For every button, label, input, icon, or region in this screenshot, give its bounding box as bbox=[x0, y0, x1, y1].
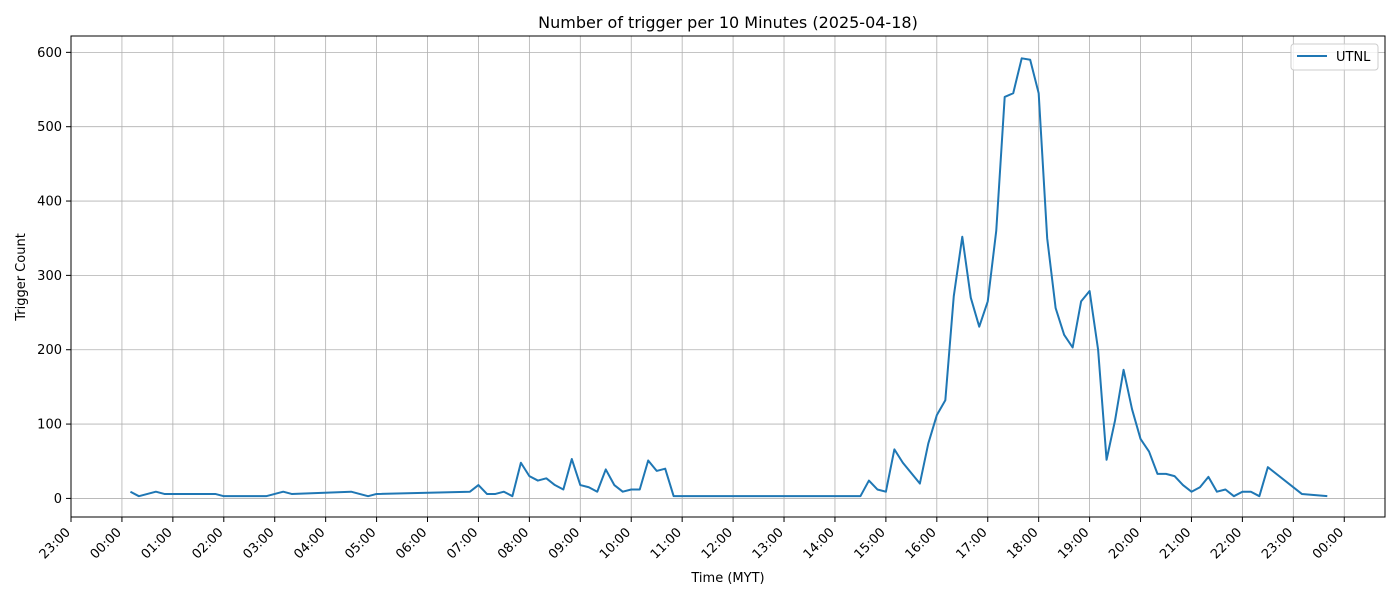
y-tick-label: 200 bbox=[37, 343, 62, 358]
series-layer bbox=[129, 57, 1328, 498]
y-axis-title: Trigger Count bbox=[14, 233, 29, 322]
legend: UTNL bbox=[1290, 43, 1379, 71]
legend-label: UTNL bbox=[1336, 50, 1371, 65]
y-tick-label: 0 bbox=[54, 492, 62, 507]
y-tick-label: 600 bbox=[37, 46, 62, 61]
y-tick-label: 300 bbox=[37, 269, 62, 284]
y-axis-ticks: 0 100 200 300 400 500 600 bbox=[37, 46, 71, 507]
chart-title: Number of trigger per 10 Minutes (2025-0… bbox=[538, 13, 918, 32]
y-tick-label: 100 bbox=[37, 418, 62, 433]
series-line-utnl bbox=[129, 57, 1328, 498]
x-axis-title: Time (MYT) bbox=[690, 571, 764, 586]
legend-box bbox=[1290, 43, 1379, 71]
y-tick-label: 400 bbox=[37, 195, 62, 210]
y-tick-label: 500 bbox=[37, 120, 62, 135]
plot-frame bbox=[70, 35, 1386, 518]
grid bbox=[70, 36, 1385, 517]
